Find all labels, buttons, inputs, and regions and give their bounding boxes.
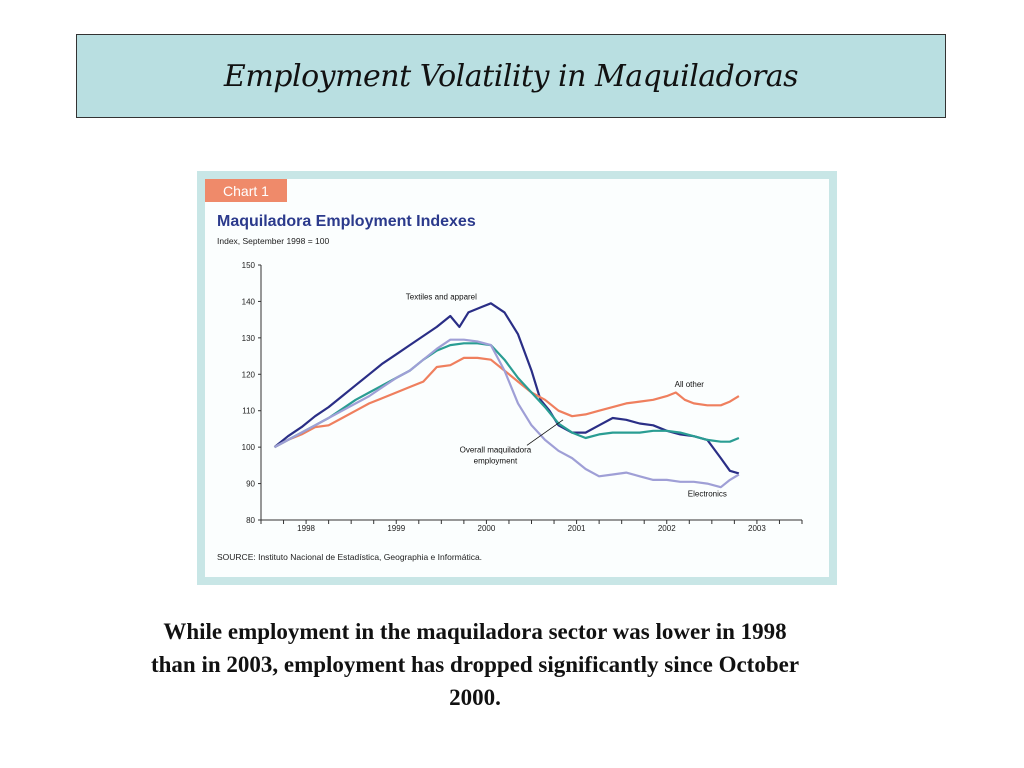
line-chart: 80 90 100 110 120 130 140 150 1998 1999 2000 2001 20… xyxy=(242,261,803,533)
x-tick-label: 2001 xyxy=(568,524,586,533)
annotation-leader xyxy=(526,419,564,446)
x-tick-label: 1999 xyxy=(387,524,405,533)
annotation-overall: Overall maquiladora xyxy=(460,446,532,455)
chart-card: Chart 1 Maquiladora Employment Indexes I… xyxy=(205,179,829,577)
annotation-electronics: Electronics xyxy=(688,489,727,498)
y-tick-label: 140 xyxy=(242,297,256,306)
annotation-all-other: All other xyxy=(675,380,705,389)
y-tick-label: 120 xyxy=(242,370,256,379)
x-tick-label: 1998 xyxy=(297,524,315,533)
y-tick-label: 110 xyxy=(242,407,255,416)
y-tick-label: 130 xyxy=(242,334,256,343)
x-tick-label: 2002 xyxy=(658,524,676,533)
series-line xyxy=(273,338,740,489)
chart-frame: Chart 1 Maquiladora Employment Indexes I… xyxy=(197,171,837,585)
chart-tag: Chart 1 xyxy=(205,179,287,202)
y-tick-label: 80 xyxy=(246,516,255,525)
slide-caption: While employment in the maquiladora sect… xyxy=(150,619,800,710)
series-line xyxy=(273,342,740,449)
chart-title: Maquiladora Employment Indexes xyxy=(217,213,476,230)
x-tick-label: 2003 xyxy=(748,524,766,533)
chart-source: SOURCE: Instituto Nacional de Estadístic… xyxy=(217,552,483,562)
annotation-textiles: Textiles and apparel xyxy=(406,293,477,302)
title-box: Employment Volatility in Maquiladoras xyxy=(76,34,946,118)
y-tick-label: 90 xyxy=(246,480,255,489)
annotation-overall-line2: employment xyxy=(474,457,518,466)
series-line xyxy=(273,356,740,449)
chart-subtitle: Index, September 1998 = 100 xyxy=(217,236,330,246)
x-tick-label: 2000 xyxy=(478,524,496,533)
slide-title: Employment Volatility in Maquiladoras xyxy=(223,58,799,94)
y-tick-label: 100 xyxy=(242,443,256,452)
y-tick-label: 150 xyxy=(242,261,256,270)
